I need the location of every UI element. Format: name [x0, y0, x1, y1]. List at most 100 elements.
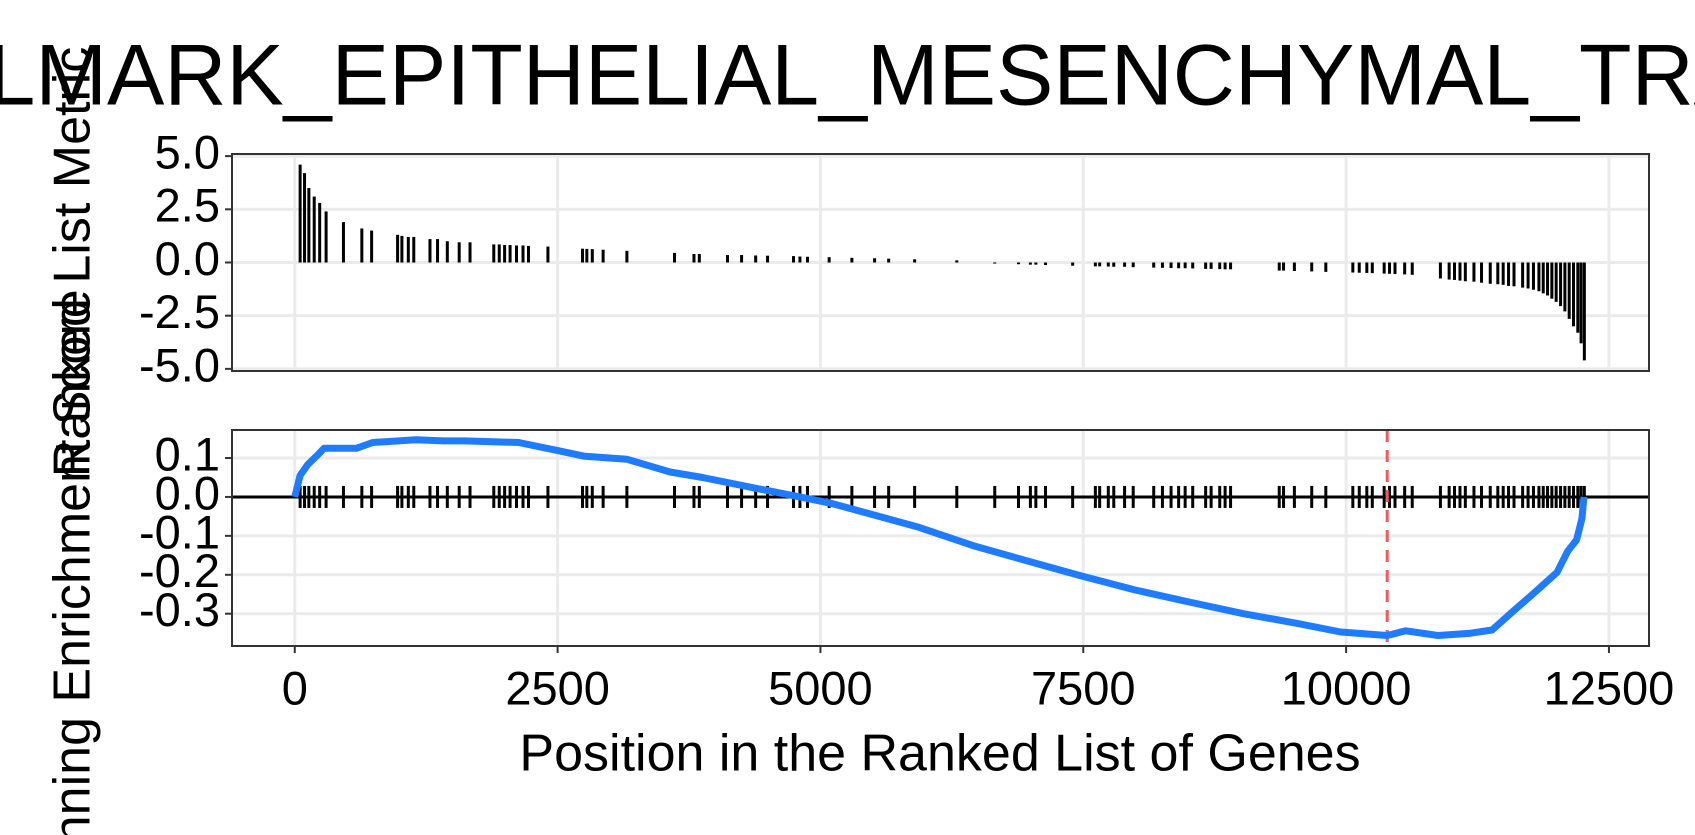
bar: [1282, 262, 1286, 271]
y-tick-label: 5.0: [155, 126, 220, 179]
bar: [766, 255, 770, 263]
bar: [601, 249, 605, 263]
bar: [827, 257, 831, 263]
bar: [1453, 262, 1457, 280]
bar: [1582, 262, 1586, 361]
bar: [1229, 262, 1233, 270]
bar: [993, 262, 997, 264]
chart-title: HALLMARK_EPITHELIAL_MESENCHYMAL_TRANSITI…: [0, 28, 1695, 124]
bar: [1112, 262, 1116, 267]
bar: [1410, 262, 1414, 275]
bar: [1028, 262, 1032, 265]
bar: [1472, 262, 1476, 282]
bar: [1388, 262, 1392, 274]
x-tick-label: 12500: [1544, 661, 1675, 714]
bar: [798, 256, 802, 263]
bar: [360, 228, 364, 263]
bar: [1017, 262, 1021, 265]
bar: [1044, 262, 1048, 266]
y-tick-label: 0.0: [155, 466, 220, 519]
y-axis-label: Ranked List Metric: [44, 47, 102, 478]
bar: [307, 188, 311, 263]
bar: [1169, 262, 1173, 269]
y-tick-label: -2.5: [139, 285, 220, 338]
x-tick-label: 5000: [768, 661, 873, 714]
bar: [1438, 262, 1442, 279]
bar: [1488, 262, 1492, 284]
bar: [1223, 262, 1227, 270]
bar: [581, 248, 585, 263]
bar: [697, 253, 701, 263]
bar: [585, 248, 589, 263]
bar: [1324, 262, 1328, 272]
bar: [1567, 262, 1571, 319]
bar: [792, 256, 796, 263]
x-tick-label: 10000: [1281, 661, 1412, 714]
bar: [396, 234, 400, 263]
bar: [1093, 262, 1097, 267]
x-tick-label: 2500: [505, 661, 610, 714]
x-tick-label: 0: [282, 661, 308, 714]
x-tick-label: 7500: [1031, 661, 1136, 714]
bar: [754, 255, 758, 263]
bar: [1277, 262, 1281, 271]
bar: [318, 202, 322, 263]
bar: [400, 235, 404, 263]
bar: [1526, 262, 1530, 289]
bar: [725, 255, 729, 263]
bar: [303, 173, 307, 263]
bar: [1521, 262, 1525, 288]
bar: [445, 241, 449, 263]
bar: [1537, 262, 1541, 292]
bar: [692, 253, 696, 263]
bar: [406, 236, 410, 263]
bar: [1554, 262, 1558, 302]
bar: [1447, 262, 1451, 280]
bar: [1204, 262, 1208, 269]
bar: [1403, 262, 1407, 275]
bar: [806, 256, 810, 263]
y-tick-label: -0.1: [139, 505, 220, 558]
y-tick-label: -0.3: [139, 583, 220, 636]
bar: [1531, 262, 1535, 290]
bar: [1507, 262, 1511, 286]
bar: [1370, 262, 1374, 274]
y-tick-label: 0.1: [155, 427, 220, 480]
bar: [468, 242, 472, 263]
bar: [1123, 262, 1127, 267]
panel-border: [231, 153, 1650, 372]
bar: [1541, 262, 1545, 294]
bar: [1191, 262, 1195, 269]
bar: [1177, 262, 1181, 269]
bar: [457, 242, 461, 263]
bar: [740, 255, 744, 263]
bar: [1351, 262, 1355, 273]
panel-border: [231, 429, 1650, 647]
bar: [324, 211, 328, 263]
bar: [1546, 262, 1550, 296]
bar: [497, 244, 501, 263]
bar: [1512, 262, 1516, 287]
bar: [546, 246, 550, 263]
bar: [526, 245, 530, 263]
bar: [312, 196, 316, 263]
bar: [1576, 262, 1580, 333]
bar: [1071, 262, 1075, 266]
bar: [1501, 262, 1505, 285]
bar: [1098, 262, 1102, 267]
bar: [1152, 262, 1156, 268]
bar: [1458, 262, 1462, 281]
bar: [1183, 262, 1187, 269]
bar: [1034, 262, 1038, 265]
y-tick-label: 0.0: [155, 232, 220, 285]
bar: [1310, 262, 1314, 272]
bar: [1572, 262, 1576, 327]
bar: [1393, 262, 1397, 274]
bar: [428, 239, 432, 263]
bar: [1559, 262, 1563, 307]
bar: [298, 164, 302, 263]
bar: [913, 259, 917, 263]
bar: [1209, 262, 1213, 269]
bar: [625, 250, 629, 263]
